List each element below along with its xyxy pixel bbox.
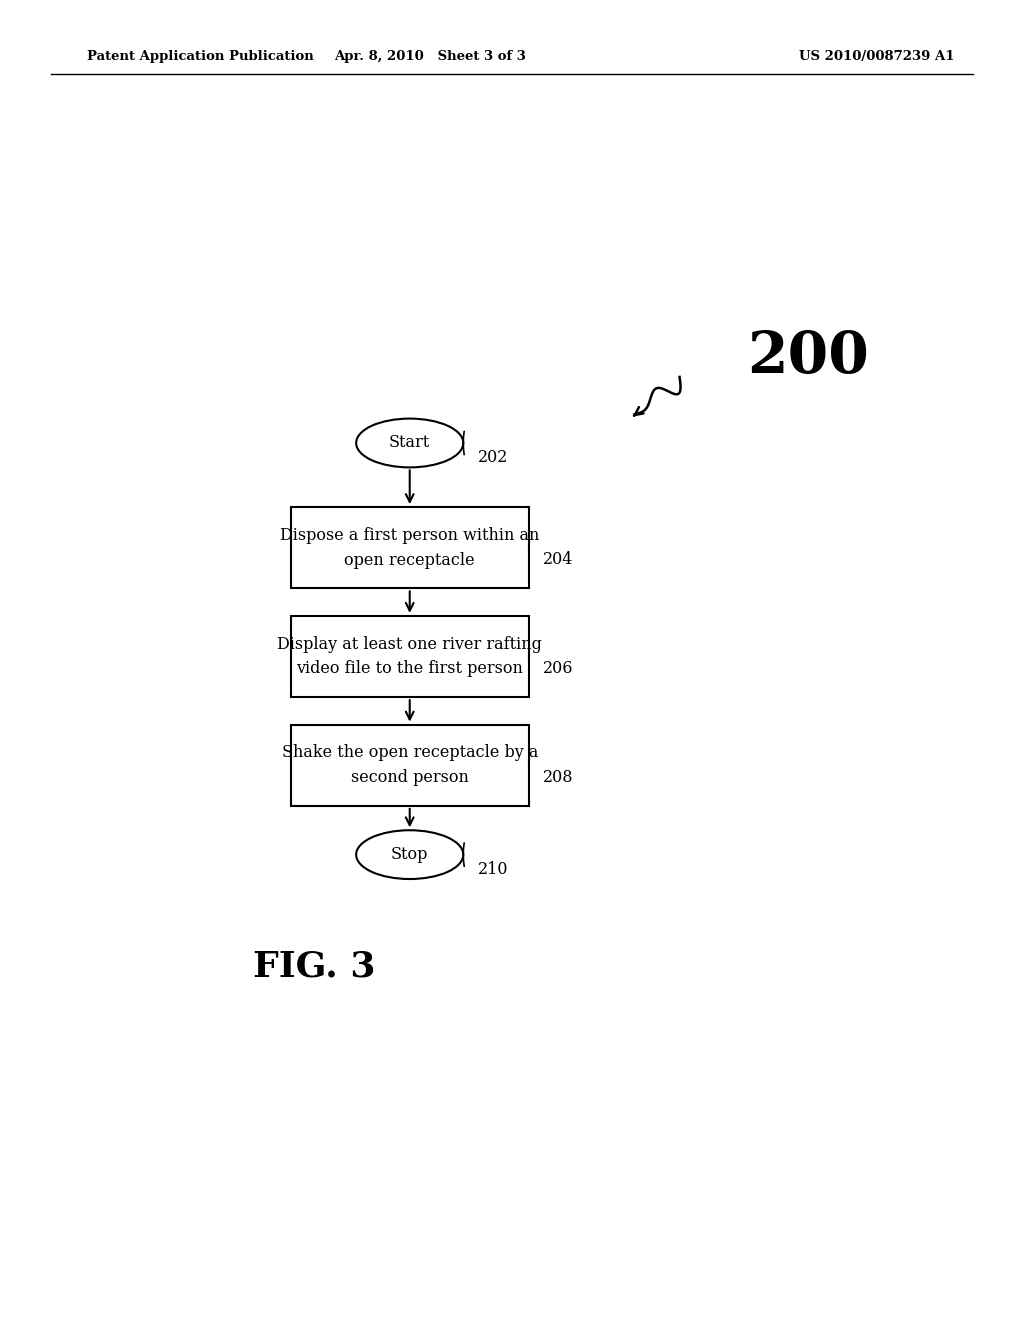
Text: 210: 210 [477,861,508,878]
Text: US 2010/0087239 A1: US 2010/0087239 A1 [799,50,954,63]
Text: 200: 200 [748,329,869,384]
Text: Display at least one river rafting
video file to the first person: Display at least one river rafting video… [278,635,542,677]
Text: 204: 204 [543,552,573,569]
Text: 208: 208 [543,768,573,785]
Text: Dispose a first person within an
open receptacle: Dispose a first person within an open re… [280,527,540,569]
Text: 206: 206 [543,660,573,677]
Text: Stop: Stop [391,846,428,863]
Text: FIG. 3: FIG. 3 [253,949,376,983]
Text: 202: 202 [477,449,508,466]
Text: Start: Start [389,434,430,451]
Text: Apr. 8, 2010   Sheet 3 of 3: Apr. 8, 2010 Sheet 3 of 3 [334,50,526,63]
Text: Patent Application Publication: Patent Application Publication [87,50,313,63]
Text: Shake the open receptacle by a
second person: Shake the open receptacle by a second pe… [282,744,538,787]
